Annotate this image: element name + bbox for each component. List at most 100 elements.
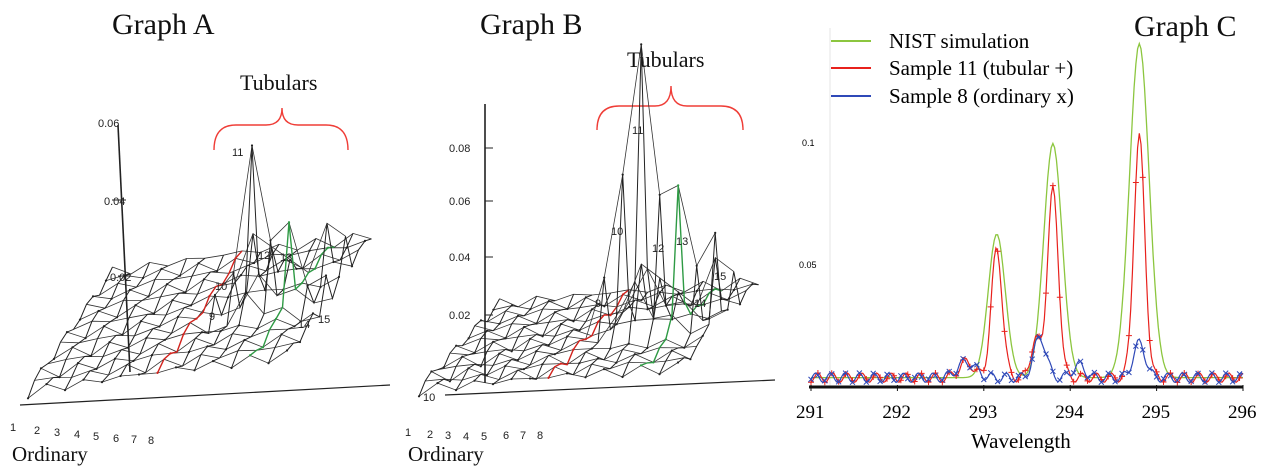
series-2-marker xyxy=(808,379,814,386)
series-3-marker xyxy=(891,377,897,384)
data-point xyxy=(71,346,74,349)
data-point xyxy=(113,357,117,360)
data-point xyxy=(306,284,309,287)
data-point xyxy=(169,352,172,355)
data-point xyxy=(221,283,224,286)
series-3-marker xyxy=(821,377,828,384)
graph-b-peak-label: 15 xyxy=(714,271,726,283)
data-point xyxy=(134,304,137,307)
data-point xyxy=(695,264,698,267)
data-point xyxy=(738,303,742,306)
wireframe-cross-line xyxy=(40,333,301,378)
data-point xyxy=(566,335,569,338)
data-point xyxy=(609,347,612,350)
series-3-marker xyxy=(1091,369,1098,376)
graph-a-ytick: 0.04 xyxy=(104,196,125,208)
data-point xyxy=(584,338,587,341)
data-point xyxy=(202,278,206,281)
series-3-marker xyxy=(842,370,849,376)
series-3-marker xyxy=(1015,372,1022,379)
graph-a-base-axis xyxy=(19,384,391,406)
graph-b-sample-number: 3 xyxy=(445,430,451,442)
x-tick-label: 295 xyxy=(1142,402,1171,423)
data-point xyxy=(110,297,113,300)
graph-a-sample-number: 8 xyxy=(148,435,154,447)
data-point xyxy=(215,270,219,273)
data-point xyxy=(498,352,501,355)
data-point xyxy=(467,337,470,340)
data-point xyxy=(491,383,495,386)
series-3-marker xyxy=(815,372,821,378)
data-point xyxy=(76,362,80,365)
data-point xyxy=(206,345,209,348)
sample-trace-4 xyxy=(83,265,169,380)
graph-a-z-axis xyxy=(117,124,131,373)
data-point xyxy=(139,320,143,323)
graph-b-peak-label: 13 xyxy=(676,236,688,248)
graph-c-plot: 291 292 293 294 295 296 0.1 0.05 NIST simulat… xyxy=(796,28,1257,453)
graph-b-peak-label: 11 xyxy=(632,125,643,137)
data-point xyxy=(547,344,550,347)
graph-b-tubulars-bracket xyxy=(596,85,744,131)
graph-b-sample-number: 8 xyxy=(537,430,543,442)
graph-a-ordinary-label: Ordinary xyxy=(12,442,88,466)
data-point xyxy=(541,335,544,338)
series-3-marker xyxy=(1119,370,1125,377)
data-point xyxy=(590,347,593,350)
series-3-marker xyxy=(835,378,842,385)
data-point xyxy=(102,325,106,328)
data-point xyxy=(363,239,367,242)
data-point xyxy=(504,364,507,367)
data-point xyxy=(174,366,178,369)
data-point xyxy=(603,305,606,308)
data-point xyxy=(248,354,252,357)
data-point xyxy=(621,173,624,176)
data-point xyxy=(345,246,348,249)
data-point xyxy=(132,359,135,362)
graph-b-extra-label: 10 xyxy=(423,392,435,404)
series-2-marker xyxy=(1049,182,1056,189)
data-point xyxy=(689,312,692,315)
data-point xyxy=(473,379,476,382)
data-point xyxy=(128,288,132,291)
data-point xyxy=(529,308,532,311)
data-point xyxy=(658,291,661,294)
sample-trace-3 xyxy=(64,262,150,391)
data-point xyxy=(621,293,624,296)
graph-a-peak-label: 9 xyxy=(209,311,215,323)
data-point xyxy=(442,366,445,369)
data-point xyxy=(193,369,196,372)
data-point xyxy=(454,389,458,392)
sample-trace-10 xyxy=(194,233,280,371)
data-point xyxy=(492,340,495,343)
graph-a-peak-label: 12 xyxy=(258,250,270,262)
data-point xyxy=(121,333,124,336)
series-3-marker xyxy=(1126,369,1132,376)
series-3-marker xyxy=(1063,369,1070,376)
data-point xyxy=(603,276,606,279)
data-point xyxy=(280,333,283,336)
data-point xyxy=(171,299,174,302)
graph-a-panel: Graph A Tubulars 0.06 0.04 0.02 9 10 11 … xyxy=(0,0,405,468)
series-3-marker xyxy=(1036,334,1042,340)
graph-a-ytick: 0.06 xyxy=(98,118,119,130)
graph-a-sample-number: 4 xyxy=(74,429,80,441)
data-point xyxy=(751,283,754,286)
graph-b-peak-labels: 9 10 11 12 13 14 15 xyxy=(595,125,726,310)
sample-trace-8 xyxy=(156,250,243,374)
series-3-marker xyxy=(1167,372,1174,379)
data-point xyxy=(714,231,717,234)
data-point xyxy=(141,276,145,280)
data-point xyxy=(732,288,735,292)
series-3-marker xyxy=(980,376,987,383)
data-point xyxy=(189,304,193,307)
graph-b-sample-number: 4 xyxy=(463,431,469,443)
data-point xyxy=(224,348,228,351)
series-3-marker xyxy=(1174,377,1181,384)
series-3-marker xyxy=(1056,377,1063,383)
series-2-marker xyxy=(1070,378,1077,385)
x-tick-label: 294 xyxy=(1055,402,1084,423)
data-point xyxy=(104,279,108,282)
series-3-marker xyxy=(960,355,966,362)
data-point xyxy=(295,267,298,270)
